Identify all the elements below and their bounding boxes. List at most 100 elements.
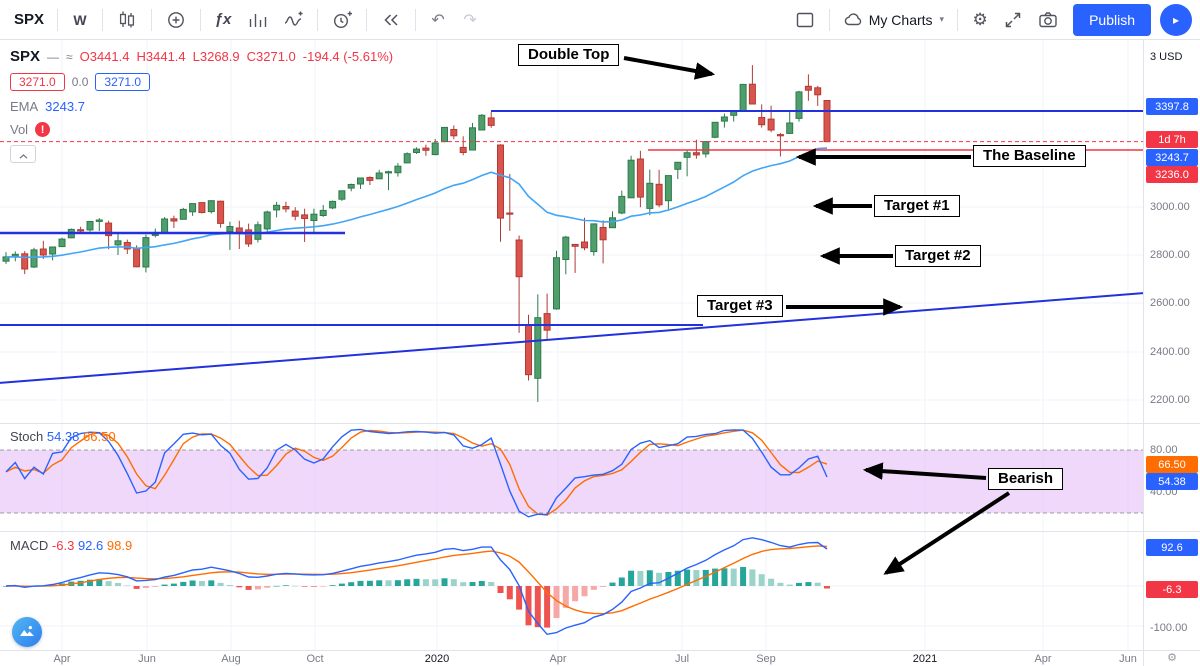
settings-button[interactable]: ⚙	[965, 5, 995, 35]
snapshot-button[interactable]	[1031, 5, 1065, 35]
toolbar-separator	[957, 8, 959, 31]
symbol-button[interactable]: SPX	[8, 5, 50, 35]
axis-tick-label: 2600.00	[1150, 297, 1190, 309]
axis-price-badge: -6.3	[1146, 581, 1198, 598]
candlestick-icon	[116, 9, 138, 31]
stoch-label: Stoch	[10, 429, 44, 444]
fx-icon: ƒx	[214, 11, 232, 28]
legend-collapse-button[interactable]	[10, 145, 36, 163]
alarm-clock-plus-icon	[331, 9, 353, 31]
fullscreen-button[interactable]	[997, 5, 1029, 35]
toolbar-left-group: SPX W ƒx ↶ ↷	[8, 5, 485, 35]
explore-ideas-button[interactable]	[12, 617, 42, 647]
annotation-double-top[interactable]: Double Top	[518, 44, 620, 66]
toolbar-separator	[317, 8, 319, 31]
stochastic-pane-canvas[interactable]	[0, 423, 1143, 531]
compare-button[interactable]	[159, 5, 193, 35]
time-axis-label: Apr	[53, 653, 71, 665]
axis-price-badge: 92.6	[1146, 539, 1198, 556]
my-charts-button[interactable]: My Charts ▾	[837, 5, 950, 35]
cloud-icon	[843, 9, 864, 30]
top-toolbar: SPX W ƒx ↶ ↷ My Charts ▾	[0, 0, 1200, 40]
axis-settings-corner[interactable]: ⚙	[1143, 650, 1200, 666]
my-charts-label: My Charts	[868, 11, 933, 28]
annotation-target-1[interactable]: Target #1	[874, 195, 960, 217]
main-price-chart-canvas[interactable]	[0, 40, 1143, 423]
time-axis-label: Jun	[1119, 653, 1137, 665]
chevron-down-icon: ▾	[939, 14, 945, 24]
stoch-d-value: 66.50	[83, 429, 116, 444]
macd-hist-value: -6.3	[51, 538, 75, 553]
publish-options-button[interactable]: ▸	[1160, 3, 1192, 36]
rewind-icon	[380, 9, 402, 31]
axis-tick-label: 80.00	[1150, 444, 1178, 456]
legend-hide-icon[interactable]: —	[47, 49, 60, 64]
buy-price-button[interactable]: 3271.0	[95, 73, 151, 91]
toolbar-separator	[415, 8, 417, 31]
annotation-the-baseline[interactable]: The Baseline	[973, 145, 1086, 167]
toolbar-separator	[102, 8, 104, 31]
redo-icon: ↷	[463, 11, 477, 29]
ema-value: 3243.7	[45, 99, 85, 114]
axis-price-badge: 3397.8	[1146, 98, 1198, 115]
chevron-up-icon	[19, 147, 28, 162]
interval-button[interactable]: W	[65, 5, 95, 35]
axis-price-badge: 1d 7h	[1146, 131, 1198, 148]
volume-error-icon[interactable]: !	[35, 122, 51, 137]
annotation-target-2[interactable]: Target #2	[895, 245, 981, 267]
mountain-chart-icon	[19, 623, 35, 642]
toolbar-separator	[366, 8, 368, 31]
annotation-target-3[interactable]: Target #3	[697, 295, 783, 317]
publish-button[interactable]: Publish	[1073, 3, 1151, 36]
legend-low-value: L3268.9	[192, 49, 240, 64]
ema-label: EMA	[10, 99, 39, 114]
axis-price-badge: 66.50	[1146, 456, 1198, 473]
time-axis-label: 2021	[912, 653, 938, 665]
undo-button[interactable]: ↶	[423, 5, 453, 35]
axis-price-badge: 3236.0	[1146, 166, 1198, 183]
wave-pattern-icon	[282, 9, 304, 31]
layout-icon	[794, 9, 816, 31]
toolbar-separator	[828, 8, 830, 31]
time-axis[interactable]: Apr Jun Aug Oct 2020 Apr Jul Sep 2021 Apr Jun	[0, 650, 1143, 666]
time-axis-label: Apr	[1034, 653, 1052, 665]
camera-icon	[1037, 9, 1059, 31]
toolbar-separator	[57, 8, 59, 31]
axis-price-badge: 54.38	[1146, 473, 1198, 490]
indicator-templates-button[interactable]	[240, 5, 274, 35]
forecast-button[interactable]	[276, 5, 310, 35]
axis-price-badge: 3243.7	[1146, 149, 1198, 166]
axis-tick-label: 2400.00	[1150, 346, 1190, 358]
macd-label: MACD	[10, 538, 49, 553]
macd-pane-canvas[interactable]	[0, 531, 1143, 650]
chart-style-button[interactable]	[110, 5, 144, 35]
volume-label: Vol	[10, 122, 29, 137]
toolbar-separator	[200, 8, 202, 31]
price-axis[interactable]: 3 USD 3000.00 2800.00 2600.00 2400.00 2200.00…	[1143, 40, 1200, 650]
alert-button[interactable]	[325, 5, 359, 35]
toolbar-right-group: My Charts ▾ ⚙ Publish ▸	[788, 3, 1192, 36]
time-axis-label: Apr	[549, 653, 567, 665]
pane-separator[interactable]	[0, 531, 1200, 532]
time-axis-label: Jun	[138, 653, 156, 665]
time-axis-label: Jul	[674, 653, 690, 665]
compare-plus-icon	[165, 9, 187, 31]
macd-signal-value: 98.9	[106, 538, 133, 553]
annotation-bearish[interactable]: Bearish	[988, 468, 1064, 490]
indicators-button[interactable]: ƒx	[208, 5, 238, 35]
layout-button[interactable]	[788, 5, 822, 35]
legend-high-value: H3441.4	[136, 49, 186, 64]
legend-close-value: C3271.0	[246, 49, 296, 64]
redo-button[interactable]: ↷	[455, 5, 485, 35]
axis-tick-label: -100.00	[1150, 622, 1188, 634]
macd-line-value: 92.6	[77, 538, 104, 553]
axis-tick-label: 3000.00	[1150, 201, 1190, 213]
legend-settings-icon[interactable]: ≈	[66, 49, 73, 64]
pane-separator[interactable]	[0, 423, 1200, 424]
sell-price-button[interactable]: 3271.0	[10, 73, 65, 91]
axis-gear-icon: ⚙	[1167, 652, 1177, 664]
time-axis-label: Sep	[756, 653, 776, 665]
bar-replay-button[interactable]	[374, 5, 408, 35]
axis-unit-label: 3 USD	[1150, 51, 1183, 63]
